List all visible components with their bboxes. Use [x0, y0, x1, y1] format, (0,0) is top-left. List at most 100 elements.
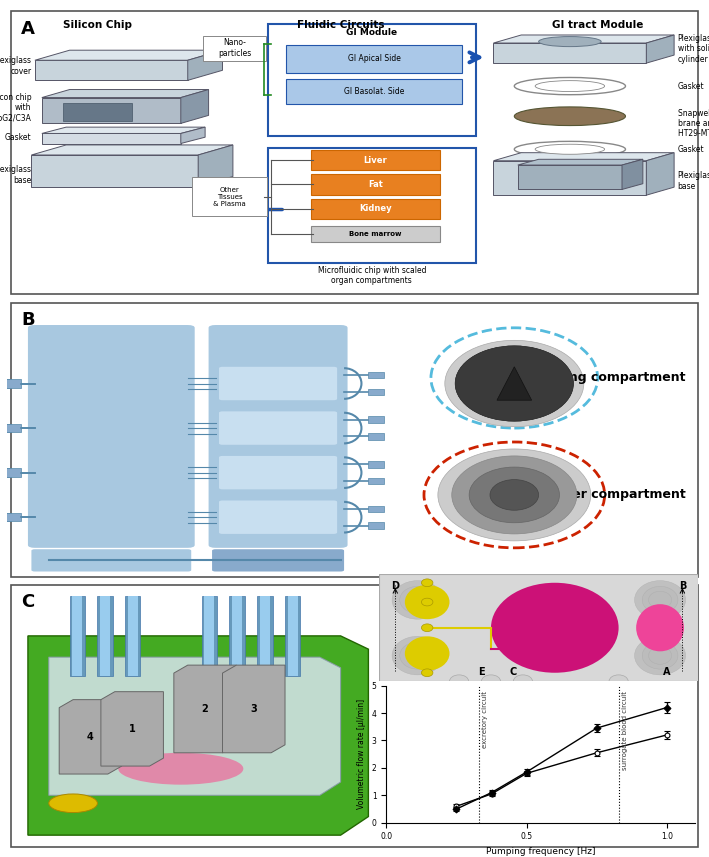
- Text: E: E: [478, 667, 485, 677]
- Polygon shape: [493, 161, 647, 195]
- Text: GI Module: GI Module: [346, 28, 398, 38]
- Text: C: C: [510, 667, 517, 677]
- FancyBboxPatch shape: [212, 549, 344, 572]
- Text: Gasket: Gasket: [678, 145, 704, 153]
- FancyBboxPatch shape: [311, 150, 440, 171]
- Ellipse shape: [424, 442, 605, 548]
- FancyBboxPatch shape: [11, 11, 698, 294]
- Text: 2: 2: [202, 704, 208, 714]
- Text: Nano-
particles: Nano- particles: [218, 39, 252, 58]
- Polygon shape: [125, 596, 140, 675]
- Ellipse shape: [455, 346, 574, 421]
- Text: B: B: [679, 581, 686, 590]
- Polygon shape: [181, 127, 205, 143]
- FancyBboxPatch shape: [4, 513, 21, 521]
- Polygon shape: [42, 127, 205, 134]
- Text: Silicon Chip: Silicon Chip: [63, 20, 132, 30]
- Polygon shape: [230, 596, 245, 675]
- Ellipse shape: [539, 37, 601, 46]
- Polygon shape: [257, 596, 272, 675]
- Polygon shape: [285, 596, 301, 675]
- Circle shape: [513, 675, 532, 687]
- Ellipse shape: [491, 583, 618, 673]
- Text: Bone marrow: Bone marrow: [349, 231, 401, 237]
- Ellipse shape: [438, 449, 591, 541]
- FancyBboxPatch shape: [379, 574, 698, 681]
- Text: A: A: [663, 667, 670, 677]
- FancyBboxPatch shape: [0, 513, 11, 521]
- FancyBboxPatch shape: [369, 417, 384, 423]
- Text: Fat: Fat: [368, 180, 383, 189]
- Ellipse shape: [400, 586, 435, 614]
- Polygon shape: [128, 596, 138, 675]
- FancyBboxPatch shape: [11, 585, 698, 847]
- Polygon shape: [181, 89, 208, 123]
- FancyBboxPatch shape: [219, 411, 337, 445]
- FancyBboxPatch shape: [192, 177, 267, 217]
- Polygon shape: [35, 51, 223, 60]
- Text: Fluidic Circuits: Fluidic Circuits: [297, 20, 384, 30]
- FancyBboxPatch shape: [369, 433, 384, 440]
- Polygon shape: [31, 145, 233, 155]
- Text: D: D: [391, 581, 399, 590]
- Text: Liver: Liver: [364, 155, 387, 165]
- Text: Gasket: Gasket: [678, 81, 704, 91]
- Polygon shape: [493, 153, 674, 161]
- Polygon shape: [69, 596, 85, 675]
- Polygon shape: [62, 104, 132, 121]
- Polygon shape: [31, 155, 199, 187]
- Polygon shape: [288, 596, 298, 675]
- Polygon shape: [100, 596, 110, 675]
- Ellipse shape: [405, 636, 450, 670]
- Polygon shape: [42, 134, 181, 143]
- Text: Plexiglass
base: Plexiglass base: [678, 171, 709, 190]
- Text: Microfluidic chip with scaled
organ compartments: Microfluidic chip with scaled organ comp…: [318, 266, 426, 285]
- Ellipse shape: [406, 647, 429, 664]
- Polygon shape: [647, 153, 674, 195]
- X-axis label: Pumping frequency [Hz]: Pumping frequency [Hz]: [486, 847, 596, 856]
- Text: GI Basolat. Side: GI Basolat. Side: [344, 87, 404, 96]
- Polygon shape: [233, 596, 242, 675]
- FancyBboxPatch shape: [0, 380, 11, 387]
- FancyBboxPatch shape: [219, 500, 337, 534]
- Circle shape: [421, 668, 433, 677]
- Polygon shape: [518, 165, 622, 189]
- Text: excretory circuit: excretory circuit: [482, 691, 489, 748]
- Polygon shape: [647, 35, 674, 63]
- FancyBboxPatch shape: [4, 469, 21, 476]
- FancyBboxPatch shape: [208, 325, 347, 548]
- Text: surrogate blood circuit: surrogate blood circuit: [623, 691, 628, 770]
- Circle shape: [421, 598, 433, 606]
- Ellipse shape: [400, 642, 435, 669]
- Polygon shape: [201, 596, 217, 675]
- FancyBboxPatch shape: [267, 147, 476, 262]
- Ellipse shape: [636, 604, 684, 651]
- Polygon shape: [493, 35, 674, 43]
- Ellipse shape: [405, 585, 450, 619]
- Polygon shape: [42, 98, 181, 123]
- Ellipse shape: [642, 586, 678, 614]
- FancyBboxPatch shape: [11, 303, 698, 577]
- Ellipse shape: [392, 581, 443, 620]
- FancyBboxPatch shape: [4, 380, 21, 387]
- FancyBboxPatch shape: [369, 461, 384, 468]
- Polygon shape: [223, 665, 285, 752]
- Ellipse shape: [469, 467, 559, 523]
- Polygon shape: [49, 657, 340, 795]
- Text: Snapwell with mem-
brane and Caco-2/
HT29-MTX co-culture: Snapwell with mem- brane and Caco-2/ HT2…: [678, 109, 709, 138]
- Text: Silicon chip
with
HepG2/C3A: Silicon chip with HepG2/C3A: [0, 93, 31, 123]
- Circle shape: [609, 675, 628, 687]
- Ellipse shape: [392, 636, 443, 675]
- Ellipse shape: [635, 636, 686, 675]
- Polygon shape: [59, 699, 122, 774]
- Polygon shape: [97, 596, 113, 675]
- FancyBboxPatch shape: [311, 199, 440, 219]
- FancyBboxPatch shape: [369, 506, 384, 512]
- Ellipse shape: [118, 752, 243, 785]
- Ellipse shape: [514, 107, 625, 126]
- Polygon shape: [28, 636, 369, 835]
- Text: 1: 1: [129, 724, 135, 734]
- FancyBboxPatch shape: [369, 372, 384, 379]
- Polygon shape: [493, 43, 647, 63]
- Text: A: A: [21, 20, 35, 38]
